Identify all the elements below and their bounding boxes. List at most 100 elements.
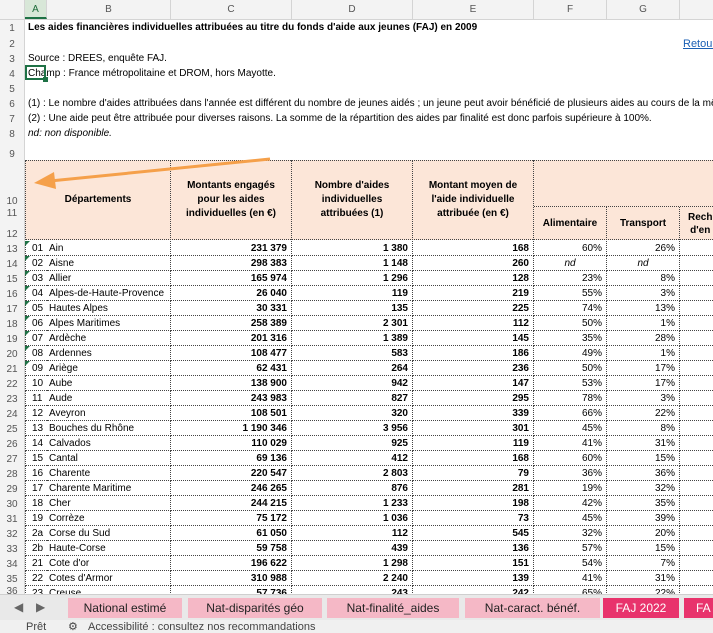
- row-number[interactable]: 16: [0, 288, 25, 302]
- nombre-cell[interactable]: 135: [292, 301, 413, 316]
- moyen-cell[interactable]: 225: [413, 301, 534, 316]
- transport-cell[interactable]: 20%: [607, 526, 680, 541]
- transport-cell[interactable]: 36%: [607, 466, 680, 481]
- row-number[interactable]: 17: [0, 303, 25, 317]
- select-all-corner[interactable]: [0, 0, 25, 19]
- dept-code[interactable]: 01: [25, 241, 47, 256]
- row-number[interactable]: 26: [0, 438, 25, 452]
- dept-code[interactable]: 2a: [25, 526, 47, 541]
- dept-code[interactable]: 2b: [25, 541, 47, 556]
- row-number[interactable]: 23: [0, 393, 25, 407]
- alimentaire-cell[interactable]: 74%: [534, 301, 607, 316]
- recherche-cell[interactable]: [680, 331, 713, 346]
- nombre-cell[interactable]: 264: [292, 361, 413, 376]
- moyen-cell[interactable]: 151: [413, 556, 534, 571]
- moyen-cell[interactable]: 545: [413, 526, 534, 541]
- recherche-cell[interactable]: [680, 436, 713, 451]
- moyen-cell[interactable]: 79: [413, 466, 534, 481]
- nombre-cell[interactable]: 1 296: [292, 271, 413, 286]
- nombre-cell[interactable]: 925: [292, 436, 413, 451]
- dept-name[interactable]: Cotes d'Armor: [47, 571, 171, 586]
- tab-nat-caract-benef[interactable]: Nat-caract. bénéf.: [465, 598, 600, 618]
- dept-name[interactable]: Allier: [47, 271, 171, 286]
- transport-cell[interactable]: nd: [607, 256, 680, 271]
- alimentaire-cell[interactable]: 57%: [534, 541, 607, 556]
- column-header-a[interactable]: A: [25, 0, 47, 19]
- montant-cell[interactable]: 243 983: [171, 391, 292, 406]
- dept-code[interactable]: 05: [25, 301, 47, 316]
- transport-cell[interactable]: 3%: [607, 391, 680, 406]
- nombre-cell[interactable]: 876: [292, 481, 413, 496]
- tab-scroll-left-icon[interactable]: ◀: [14, 600, 24, 614]
- transport-cell[interactable]: 15%: [607, 541, 680, 556]
- row-number[interactable]: 32: [0, 528, 25, 542]
- alimentaire-cell[interactable]: 41%: [534, 571, 607, 586]
- row-number[interactable]: 28: [0, 468, 25, 482]
- alimentaire-cell[interactable]: 41%: [534, 436, 607, 451]
- moyen-cell[interactable]: 198: [413, 496, 534, 511]
- alimentaire-cell[interactable]: 23%: [534, 271, 607, 286]
- alimentaire-cell[interactable]: nd: [534, 256, 607, 271]
- montant-cell[interactable]: 108 477: [171, 346, 292, 361]
- dept-code[interactable]: 16: [25, 466, 47, 481]
- dept-name[interactable]: Alpes-de-Haute-Provence: [47, 286, 171, 301]
- moyen-cell[interactable]: 136: [413, 541, 534, 556]
- row-number[interactable]: 30: [0, 498, 25, 512]
- accessibility-icon[interactable]: ⚙: [68, 621, 78, 633]
- nombre-cell[interactable]: 942: [292, 376, 413, 391]
- row-number[interactable]: 31: [0, 513, 25, 527]
- montant-cell[interactable]: 258 389: [171, 316, 292, 331]
- dept-name[interactable]: Corrèze: [47, 511, 171, 526]
- row-number[interactable]: 1: [0, 22, 25, 36]
- row-number[interactable]: 24: [0, 408, 25, 422]
- dept-code[interactable]: 02: [25, 256, 47, 271]
- transport-cell[interactable]: 15%: [607, 451, 680, 466]
- dept-name[interactable]: Haute-Corse: [47, 541, 171, 556]
- montant-cell[interactable]: 165 974: [171, 271, 292, 286]
- recherche-cell[interactable]: [680, 256, 713, 271]
- moyen-cell[interactable]: 119: [413, 436, 534, 451]
- row-number[interactable]: 13: [0, 243, 25, 257]
- nombre-cell[interactable]: 1 380: [292, 241, 413, 256]
- row-number[interactable]: 27: [0, 453, 25, 467]
- transport-cell[interactable]: 35%: [607, 496, 680, 511]
- alimentaire-cell[interactable]: 55%: [534, 286, 607, 301]
- recherche-cell[interactable]: [680, 466, 713, 481]
- fill-handle[interactable]: [43, 77, 48, 82]
- row-number[interactable]: 3: [0, 53, 25, 67]
- dept-name[interactable]: Hautes Alpes: [47, 301, 171, 316]
- nombre-cell[interactable]: 1 148: [292, 256, 413, 271]
- transport-cell[interactable]: 8%: [607, 271, 680, 286]
- recherche-cell[interactable]: [680, 316, 713, 331]
- recherche-cell[interactable]: [680, 241, 713, 256]
- row-number[interactable]: 11: [0, 207, 25, 221]
- row-number[interactable]: 5: [0, 83, 25, 97]
- nombre-cell[interactable]: 2 803: [292, 466, 413, 481]
- row-number[interactable]: 8: [0, 128, 25, 142]
- montant-cell[interactable]: 1 190 346: [171, 421, 292, 436]
- tab-fa[interactable]: FA: [684, 598, 713, 618]
- moyen-cell[interactable]: 128: [413, 271, 534, 286]
- transport-cell[interactable]: 17%: [607, 361, 680, 376]
- alimentaire-cell[interactable]: 49%: [534, 346, 607, 361]
- nombre-cell[interactable]: 583: [292, 346, 413, 361]
- recherche-cell[interactable]: [680, 346, 713, 361]
- transport-cell[interactable]: 1%: [607, 316, 680, 331]
- row-number[interactable]: 25: [0, 423, 25, 437]
- moyen-cell[interactable]: 219: [413, 286, 534, 301]
- nombre-cell[interactable]: 1 036: [292, 511, 413, 526]
- nombre-cell[interactable]: 827: [292, 391, 413, 406]
- tab-national-estime[interactable]: National estimé: [68, 598, 182, 618]
- dept-code[interactable]: 11: [25, 391, 47, 406]
- row-number[interactable]: 15: [0, 273, 25, 287]
- montant-cell[interactable]: 61 050: [171, 526, 292, 541]
- row-number[interactable]: 20: [0, 348, 25, 362]
- status-accessibility[interactable]: Accessibilité : consultez nos recommanda…: [88, 621, 316, 633]
- montant-cell[interactable]: 201 316: [171, 331, 292, 346]
- moyen-cell[interactable]: 339: [413, 406, 534, 421]
- dept-name[interactable]: Ardennes: [47, 346, 171, 361]
- nombre-cell[interactable]: 412: [292, 451, 413, 466]
- alimentaire-cell[interactable]: 32%: [534, 526, 607, 541]
- dept-code[interactable]: 12: [25, 406, 47, 421]
- recherche-cell[interactable]: [680, 271, 713, 286]
